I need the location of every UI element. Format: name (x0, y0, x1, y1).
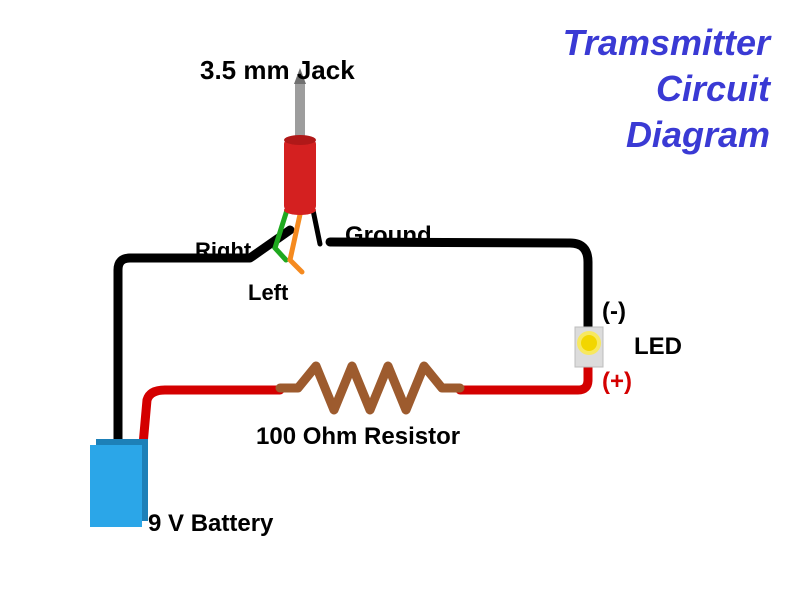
jack-wire-left (290, 210, 302, 272)
label-ground: Ground (345, 222, 432, 250)
audio-jack (284, 68, 316, 215)
label-led-minus: (-) (602, 298, 626, 326)
label-resistor: 100 Ohm Resistor (256, 423, 460, 451)
resistor (280, 366, 460, 410)
wire-black (118, 230, 588, 445)
label-right: Right (195, 238, 251, 264)
led (575, 327, 603, 367)
label-jack: 3.5 mm Jack (200, 55, 355, 86)
label-left: Left (248, 280, 288, 306)
title-line2: Circuit (563, 66, 770, 112)
battery (90, 439, 148, 527)
diagram-title: Tramsmitter Circuit Diagram (563, 20, 770, 158)
title-line3: Diagram (563, 112, 770, 158)
label-battery: 9 V Battery (148, 510, 273, 538)
title-line1: Tramsmitter (563, 20, 770, 66)
jack-wire-ground-stub (313, 210, 320, 244)
label-led: LED (634, 333, 682, 361)
label-led-plus: (+) (602, 368, 632, 396)
